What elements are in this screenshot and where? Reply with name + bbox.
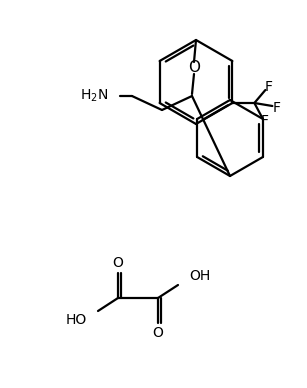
Text: F: F — [260, 114, 268, 128]
Text: O: O — [113, 256, 123, 270]
Text: F: F — [272, 101, 280, 115]
Text: O: O — [153, 326, 163, 340]
Text: HO: HO — [66, 313, 87, 327]
Text: OH: OH — [189, 269, 210, 283]
Text: H$_2$N: H$_2$N — [80, 88, 108, 104]
Text: F: F — [264, 80, 272, 94]
Text: O: O — [188, 61, 200, 76]
